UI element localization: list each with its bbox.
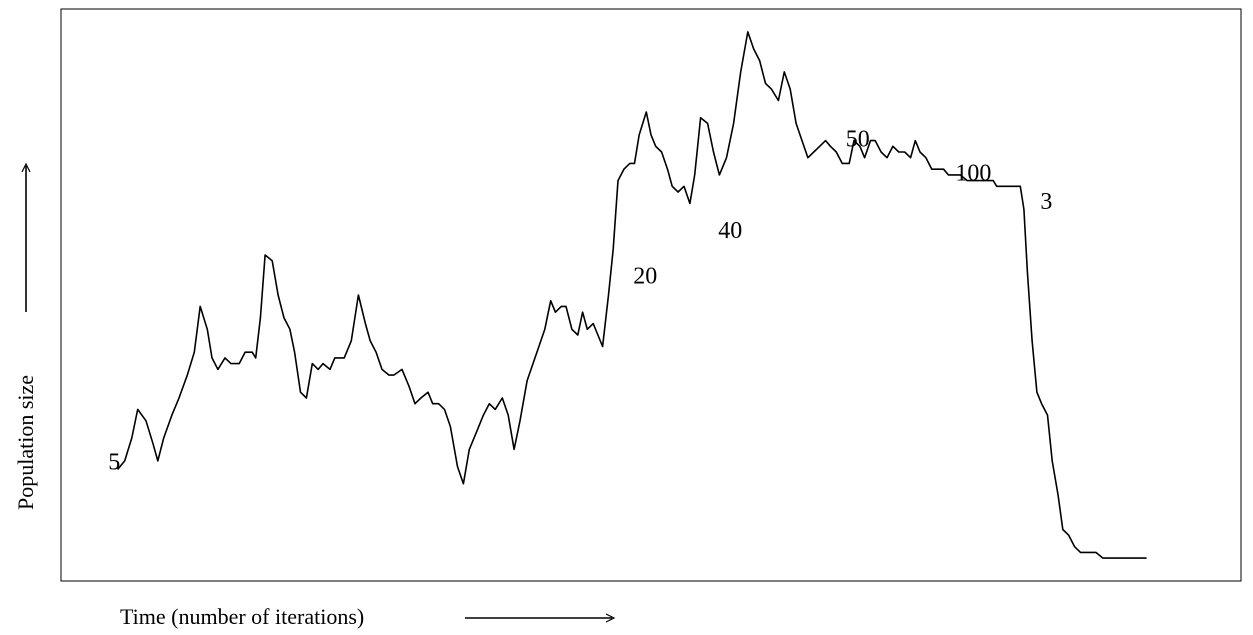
plot-area: 5 20 40 50 100 3 (108, 31, 1147, 559)
annotation-label-3: 3 (1040, 189, 1052, 215)
annotation-label-5: 5 (108, 450, 120, 476)
x-axis-label: Time (number of iterations) (120, 604, 364, 629)
annotation-label-40: 40 (718, 218, 742, 244)
plot-frame (60, 8, 1242, 582)
series-line-0 (116, 31, 1147, 559)
y-axis-label: Population size (13, 375, 38, 510)
annotation-label-100: 100 (955, 161, 991, 187)
y-axis-arrowhead (21, 162, 31, 173)
annotation-label-20: 20 (633, 264, 657, 290)
annotation-label-50: 50 (846, 126, 870, 152)
x-axis-arrowhead (605, 613, 616, 623)
